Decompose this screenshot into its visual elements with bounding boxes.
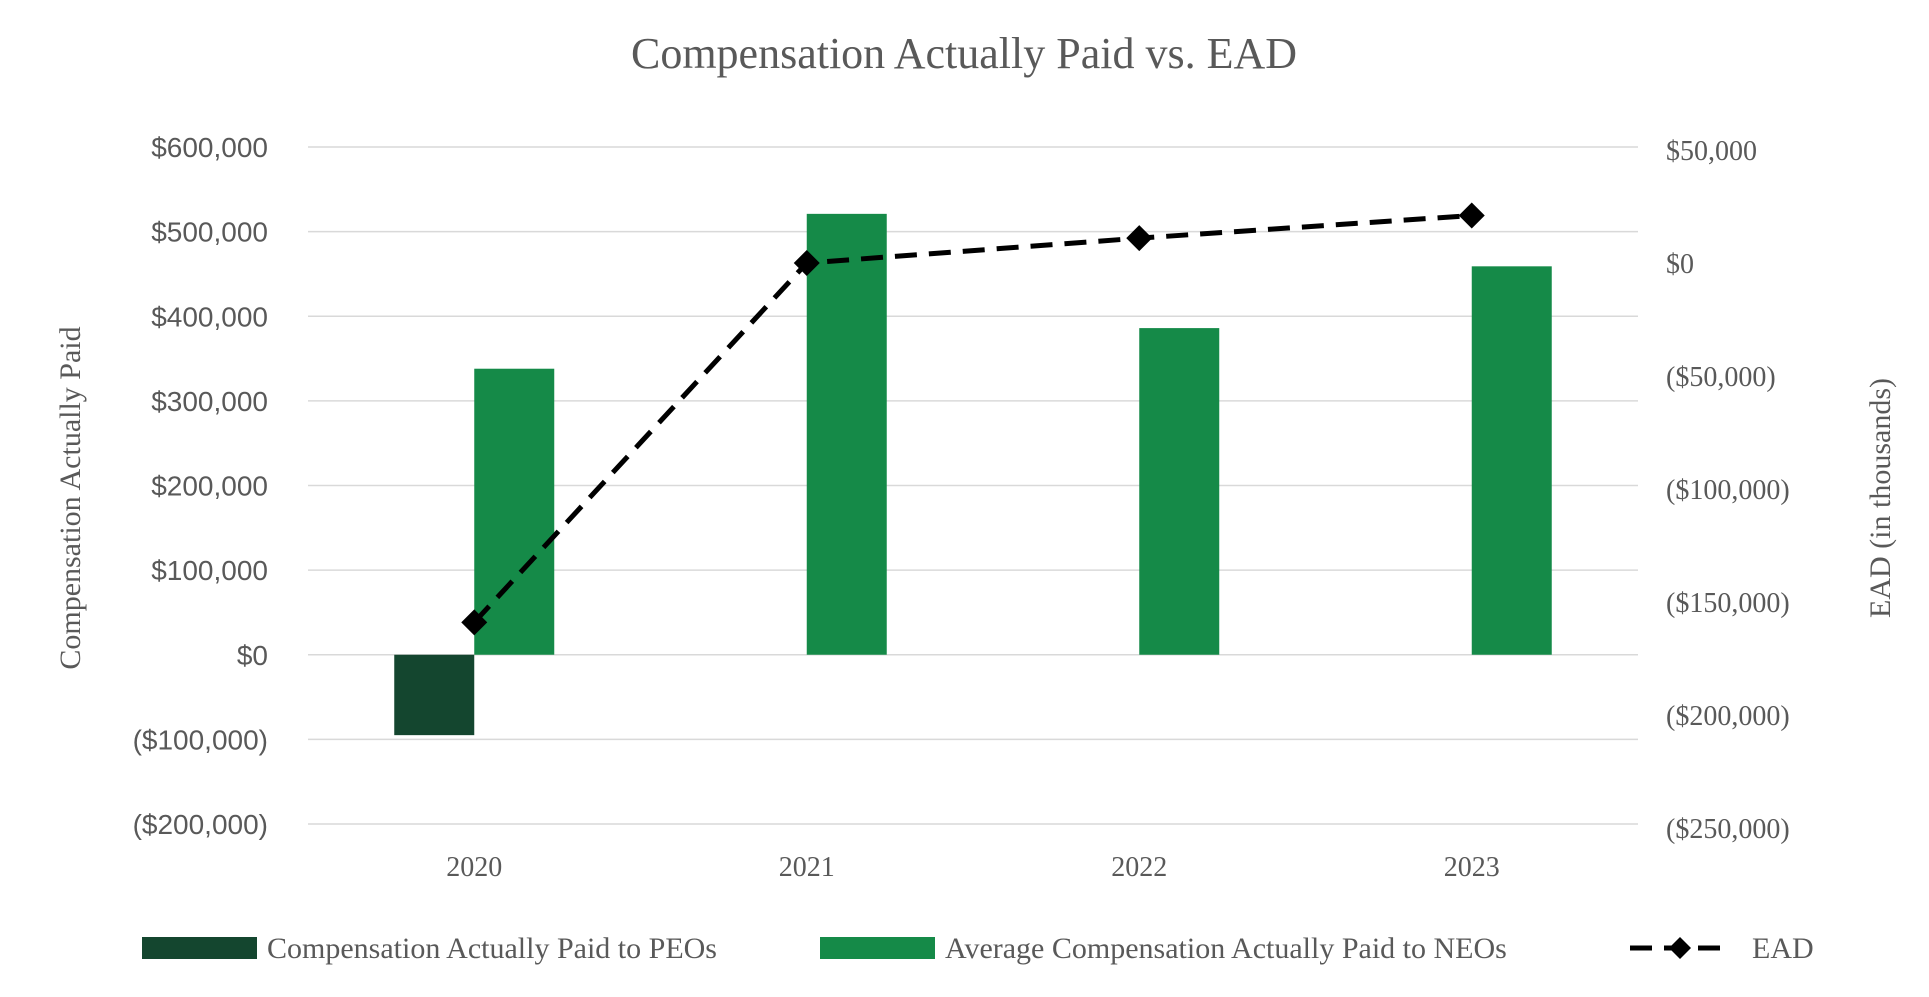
ead-point <box>461 609 488 636</box>
legend: Compensation Actually Paid to PEOs Averag… <box>142 932 1814 965</box>
legend-swatch <box>820 937 935 959</box>
bar-neo <box>1139 328 1220 655</box>
y-tick-label: ($100,000) <box>133 724 268 755</box>
bars <box>394 213 1552 736</box>
y-tick-label: $200,000 <box>151 471 268 502</box>
ead-point <box>793 250 820 276</box>
y-axis-label: Compensation Actually Paid <box>54 326 87 669</box>
ead-line-path <box>472 213 1472 625</box>
y-tick-label: $600,000 <box>151 132 268 163</box>
y2-tick-label: ($200,000) <box>1666 701 1790 732</box>
y-tick-label: ($200,000) <box>133 809 268 840</box>
y-tick-label: $0 <box>237 640 268 671</box>
legend-marker <box>1669 937 1691 959</box>
y2-axis-ticks: $50,000 $0 ($50,000) ($100,000) ($150,000) ($… <box>1666 136 1790 845</box>
y2-tick-label: ($250,000) <box>1666 814 1790 845</box>
x-tick-label: 2020 <box>446 852 502 883</box>
x-tick-label: 2021 <box>779 852 835 883</box>
legend-label: Average Compensation Actually Paid to NE… <box>945 932 1507 965</box>
legend-label: Compensation Actually Paid to PEOs <box>267 932 717 965</box>
ead-point <box>1458 202 1485 229</box>
y-tick-label: $300,000 <box>151 386 268 417</box>
y2-tick-label: ($100,000) <box>1666 475 1790 506</box>
x-axis-ticks: 2020 2021 2022 2023 <box>446 852 1500 883</box>
legend-label: EAD <box>1752 932 1814 965</box>
y2-tick-label: ($150,000) <box>1666 588 1790 619</box>
y-axis-ticks: $600,000 $500,000 $400,000 $300,000 $200,000… <box>133 132 268 840</box>
ead-line <box>461 202 1485 636</box>
y-tick-label: $100,000 <box>151 555 268 586</box>
y2-tick-label: $0 <box>1666 249 1694 280</box>
bar-neo <box>806 213 887 655</box>
y-tick-label: $500,000 <box>151 217 268 248</box>
bar-neo <box>1471 266 1552 655</box>
y2-tick-label: $50,000 <box>1666 136 1757 167</box>
y2-axis-label: EAD (in thousands) <box>1864 378 1897 618</box>
y2-tick-label: ($50,000) <box>1666 362 1776 393</box>
chart-title: Compensation Actually Paid vs. EAD <box>631 29 1297 78</box>
ead-point <box>1126 225 1153 252</box>
bar-peo <box>394 654 475 736</box>
legend-swatch <box>142 937 257 959</box>
x-tick-label: 2023 <box>1444 852 1500 883</box>
x-tick-label: 2022 <box>1111 852 1167 883</box>
y-tick-label: $400,000 <box>151 301 268 332</box>
